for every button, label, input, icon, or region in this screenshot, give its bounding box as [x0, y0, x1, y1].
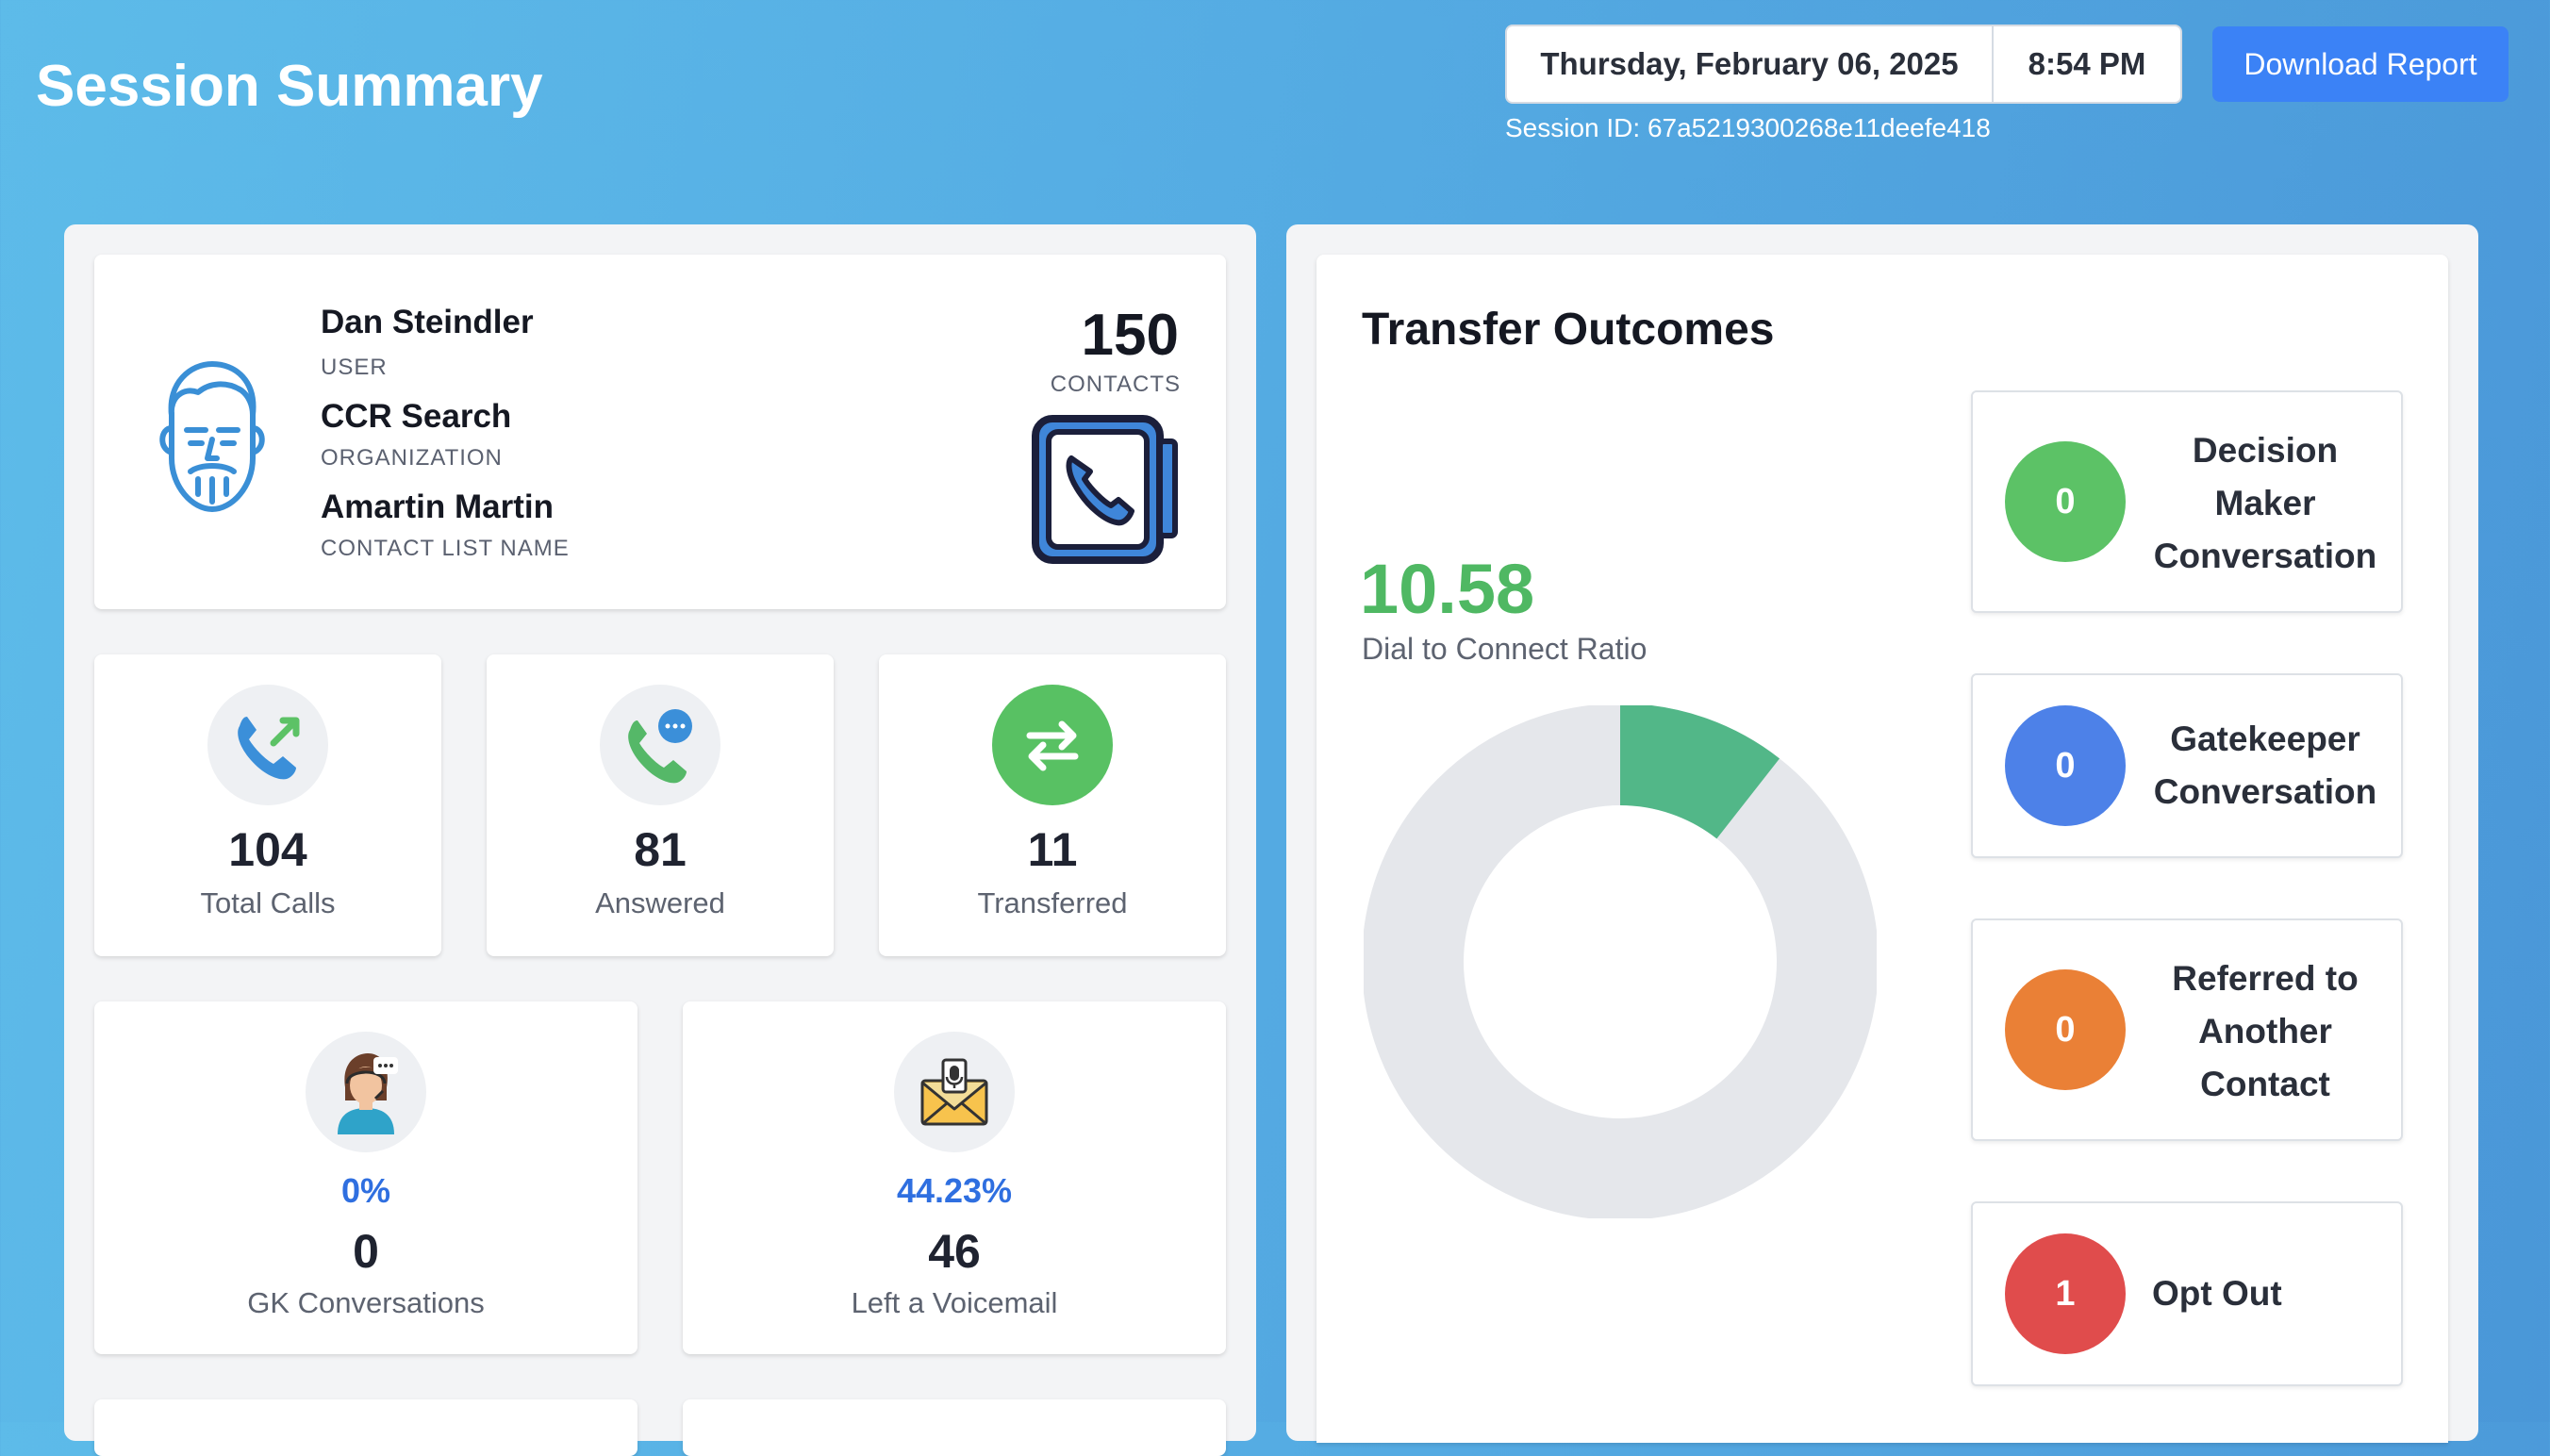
bearded-man-icon — [151, 355, 273, 515]
stat-card-total-calls: 104 Total Calls — [94, 654, 441, 956]
outcome-label-line: Referred to — [2172, 959, 2359, 998]
outcome-label: Gatekeeper Conversation — [2152, 713, 2378, 819]
outcome-count: 0 — [2055, 1009, 2076, 1050]
profile-card: Dan Steindler USER CCR Search ORGANIZATI… — [94, 255, 1226, 609]
outcome-label-line: Gatekeeper — [2170, 720, 2360, 758]
user-label: USER — [321, 355, 388, 380]
dial-connect-ratio-label: Dial to Connect Ratio — [1362, 632, 1648, 666]
outcome-count: 1 — [2055, 1273, 2076, 1314]
stat-percent: 44.23% — [896, 1171, 1013, 1210]
contact-list-name: Amartin Martin — [321, 488, 554, 525]
stat-label: Transferred — [977, 886, 1128, 919]
contact-list-label: CONTACT LIST NAME — [321, 536, 570, 561]
outcome-opt-out: 1 Opt Out — [1971, 1201, 2403, 1386]
user-name: Dan Steindler — [321, 304, 534, 340]
contacts-count: 150 — [1081, 303, 1179, 368]
download-report-button[interactable]: Download Report — [2212, 26, 2509, 102]
outcome-count-badge: 1 — [2005, 1233, 2126, 1354]
stat-value: 81 — [634, 823, 687, 876]
outcome-count-badge: 0 — [2005, 705, 2126, 826]
transfer-outcomes-title: Transfer Outcomes — [1362, 305, 1775, 355]
outcome-label: Opt Out — [2152, 1267, 2282, 1320]
dial-connect-ratio-value: 10.58 — [1360, 550, 1535, 628]
outcome-label-line: Decision — [2192, 431, 2339, 470]
donut-track — [1364, 705, 1877, 1218]
transfer-outcomes-card: Transfer Outcomes 10.58 Dial to Connect … — [1316, 255, 2448, 1443]
outcome-label-line: Contact — [2200, 1065, 2330, 1103]
outcome-count-badge: 0 — [2005, 969, 2126, 1090]
stat-label: GK Conversations — [247, 1286, 485, 1319]
stat-card-transferred: 11 Transferred — [879, 654, 1226, 956]
outcome-label: Referred to Another Contact — [2152, 952, 2378, 1111]
stat-value: 104 — [228, 823, 307, 876]
outcome-label-line: Another — [2198, 1012, 2332, 1051]
stat-label: Left a Voicemail — [851, 1286, 1058, 1319]
outcome-label-line: Maker — [2214, 484, 2316, 522]
outcome-count-badge: 0 — [2005, 441, 2126, 562]
outcome-label: Decision Maker Conversation — [2152, 424, 2378, 583]
page-title: Session Summary — [36, 54, 543, 119]
stat-card-partial — [683, 1399, 1226, 1456]
outcome-label-line: Conversation — [2153, 772, 2377, 811]
organization-name: CCR Search — [321, 398, 512, 435]
stat-card-gk-conversations: 0% 0 GK Conversations — [94, 1001, 638, 1354]
outcome-count: 0 — [2055, 745, 2076, 786]
stat-card-answered: 81 Answered — [487, 654, 834, 956]
stat-card-left-voicemail: 44.23% 46 Left a Voicemail — [683, 1001, 1226, 1354]
voicemail-envelope-icon — [894, 1032, 1015, 1152]
stat-label: Answered — [595, 886, 725, 919]
outgoing-call-icon — [207, 685, 328, 805]
stat-value: 0 — [353, 1225, 379, 1278]
stat-card-partial — [94, 1399, 638, 1456]
donut-filled-segment — [1618, 705, 1780, 840]
outcome-label-line: Opt Out — [2152, 1274, 2282, 1313]
phone-book-icon — [1030, 413, 1181, 566]
contacts-label: CONTACTS — [1050, 372, 1181, 397]
stat-value: 46 — [928, 1225, 981, 1278]
outcome-referred: 0 Referred to Another Contact — [1971, 918, 2403, 1141]
outcome-decision-maker: 0 Decision Maker Conversation — [1971, 390, 2403, 613]
time-display: 8:54 PM — [1994, 25, 2182, 104]
transfer-arrows-icon — [992, 685, 1113, 805]
outcome-gatekeeper: 0 Gatekeeper Conversation — [1971, 673, 2403, 858]
dial-connect-donut-chart — [1364, 705, 1877, 1218]
stat-percent: 0% — [340, 1171, 391, 1210]
session-id: Session ID: 67a5219300268e11deefe418 — [1505, 113, 1991, 142]
operator-headset-icon — [306, 1032, 426, 1152]
outcome-count: 0 — [2055, 481, 2076, 521]
call-chat-icon — [600, 685, 720, 805]
stat-value: 11 — [1027, 823, 1078, 876]
outcome-label-line: Conversation — [2153, 537, 2377, 575]
date-display: Thursday, February 06, 2025 — [1505, 25, 1994, 104]
organization-label: ORGANIZATION — [321, 445, 503, 471]
stat-label: Total Calls — [200, 886, 336, 919]
